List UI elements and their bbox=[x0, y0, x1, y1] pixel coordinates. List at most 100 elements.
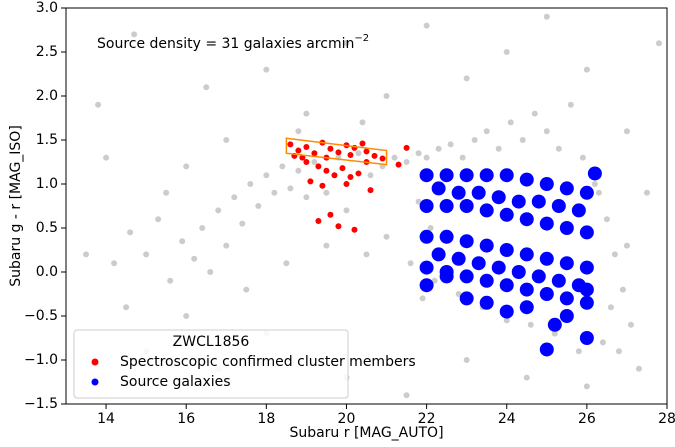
point bbox=[527, 321, 534, 328]
point bbox=[579, 185, 594, 200]
point bbox=[163, 189, 170, 196]
point bbox=[455, 291, 462, 297]
point bbox=[499, 168, 514, 183]
point bbox=[583, 383, 590, 390]
point bbox=[503, 317, 510, 324]
point bbox=[231, 194, 238, 201]
point bbox=[531, 194, 546, 209]
point bbox=[307, 178, 314, 185]
point bbox=[311, 159, 318, 165]
point bbox=[551, 330, 558, 337]
point bbox=[599, 339, 606, 346]
point bbox=[323, 242, 330, 249]
point bbox=[263, 66, 270, 73]
y-tick-label: 2.5 bbox=[36, 44, 58, 60]
point bbox=[643, 189, 650, 196]
point bbox=[363, 148, 370, 155]
point bbox=[191, 255, 198, 262]
point bbox=[215, 207, 222, 214]
point bbox=[287, 141, 294, 148]
point bbox=[347, 151, 354, 158]
annotation: Source density = 31 galaxies arcmin−2 bbox=[97, 33, 369, 52]
point bbox=[315, 163, 322, 170]
point bbox=[559, 256, 574, 271]
point bbox=[551, 199, 566, 213]
point bbox=[519, 212, 534, 227]
point bbox=[539, 216, 554, 231]
point bbox=[479, 203, 494, 218]
x-tick-label: 20 bbox=[338, 411, 356, 427]
point bbox=[519, 282, 534, 297]
plot-frame bbox=[65, 7, 668, 405]
point bbox=[179, 238, 186, 245]
point bbox=[431, 247, 446, 262]
point bbox=[431, 181, 446, 196]
point bbox=[279, 163, 286, 170]
point bbox=[419, 199, 434, 213]
y-tick-label: 0.5 bbox=[36, 220, 58, 236]
point bbox=[323, 167, 330, 174]
point bbox=[223, 242, 230, 249]
point bbox=[199, 225, 206, 231]
point bbox=[495, 145, 502, 152]
point bbox=[183, 313, 190, 319]
point bbox=[143, 251, 150, 258]
point bbox=[243, 286, 250, 293]
point bbox=[531, 269, 546, 284]
point bbox=[603, 216, 610, 223]
point bbox=[379, 155, 386, 162]
point bbox=[471, 137, 478, 143]
point bbox=[447, 141, 454, 148]
point bbox=[519, 137, 526, 143]
point bbox=[499, 304, 514, 319]
point bbox=[519, 247, 534, 262]
point bbox=[419, 260, 434, 275]
point bbox=[439, 269, 454, 284]
point bbox=[579, 282, 594, 297]
point bbox=[283, 260, 290, 267]
point bbox=[459, 154, 466, 161]
point bbox=[611, 251, 618, 258]
point bbox=[303, 110, 310, 117]
legend-box bbox=[73, 329, 349, 399]
point bbox=[183, 163, 190, 170]
point bbox=[555, 145, 562, 152]
point bbox=[103, 154, 110, 161]
point bbox=[431, 277, 438, 284]
point bbox=[403, 159, 410, 165]
point bbox=[415, 198, 422, 205]
point bbox=[423, 22, 430, 29]
legend-label: Source galaxies bbox=[120, 374, 231, 390]
point bbox=[203, 84, 210, 91]
x-tick-label: 18 bbox=[257, 411, 275, 427]
point bbox=[315, 217, 322, 224]
point bbox=[295, 128, 302, 135]
y-tick-label: −1.5 bbox=[24, 396, 58, 412]
point bbox=[339, 165, 346, 172]
point bbox=[559, 181, 574, 196]
point bbox=[583, 66, 590, 73]
point bbox=[207, 269, 214, 275]
point bbox=[627, 321, 634, 328]
point bbox=[463, 75, 470, 82]
point bbox=[511, 265, 526, 279]
point bbox=[407, 260, 414, 267]
point bbox=[131, 31, 138, 38]
point bbox=[591, 181, 598, 187]
selection-region bbox=[285, 137, 388, 166]
point bbox=[391, 154, 398, 161]
point bbox=[327, 145, 334, 152]
x-tick-label: 16 bbox=[177, 411, 195, 427]
point bbox=[579, 154, 586, 161]
point bbox=[543, 128, 550, 135]
point bbox=[491, 190, 506, 205]
point bbox=[579, 295, 594, 310]
point bbox=[155, 216, 162, 223]
point bbox=[223, 137, 230, 143]
point bbox=[95, 101, 102, 108]
point bbox=[323, 189, 330, 196]
y-tick-label: 3.0 bbox=[36, 0, 58, 16]
point bbox=[355, 170, 362, 177]
point bbox=[415, 150, 422, 157]
point bbox=[255, 203, 262, 209]
